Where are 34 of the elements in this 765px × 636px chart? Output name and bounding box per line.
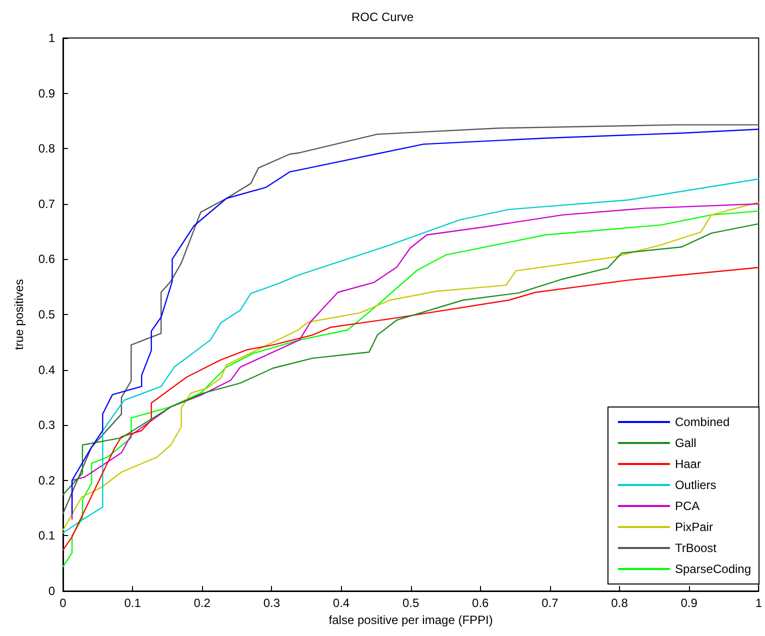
- x-tick-label: 0.6: [472, 596, 490, 610]
- x-tick-label: 0.3: [263, 596, 280, 610]
- line-series: [62, 266, 760, 551]
- legend-label: Haar: [674, 457, 701, 471]
- x-tick-label: 0.1: [124, 596, 142, 610]
- x-tick-label: 0.4: [332, 596, 350, 610]
- y-tick-label: 0: [48, 584, 56, 598]
- x-tick-label: 0.2: [194, 596, 211, 610]
- x-tick-label: 0.9: [680, 596, 698, 610]
- legend-label: TrBoost: [674, 541, 718, 555]
- y-tick-label: 0.1: [38, 528, 56, 543]
- y-tick-label: 0.3: [38, 418, 56, 432]
- y-tick-label: 0.2: [38, 473, 56, 488]
- x-tick-label: 1: [755, 596, 762, 610]
- x-axis-title: false positive per image (FPPI): [328, 612, 493, 627]
- chart-title: ROC Curve: [351, 10, 414, 24]
- legend-label: Outliers: [674, 478, 716, 492]
- y-tick-label: 1: [48, 31, 56, 45]
- legend-label: PixPair: [674, 520, 713, 534]
- y-tick-label: 0.9: [38, 86, 56, 100]
- x-tick-label: 0.7: [542, 596, 559, 610]
- legend-label: Combined: [674, 415, 730, 429]
- x-tick-label: 0.5: [402, 596, 420, 610]
- y-tick-label: 0.7: [38, 196, 56, 211]
- y-tick-label: 0.6: [38, 252, 56, 266]
- x-tick-label: 0: [60, 596, 67, 610]
- y-tick-label: 0.4: [38, 362, 56, 377]
- y-tick-label: 0.5: [38, 308, 56, 322]
- legend-label: PCA: [674, 499, 700, 513]
- legend-label: Gall: [674, 436, 696, 450]
- y-tick-label: 0.8: [38, 142, 56, 156]
- legend-label: SparseCoding: [674, 562, 752, 576]
- x-tick-label: 0.8: [611, 596, 628, 610]
- y-axis-title: true positives: [12, 279, 26, 350]
